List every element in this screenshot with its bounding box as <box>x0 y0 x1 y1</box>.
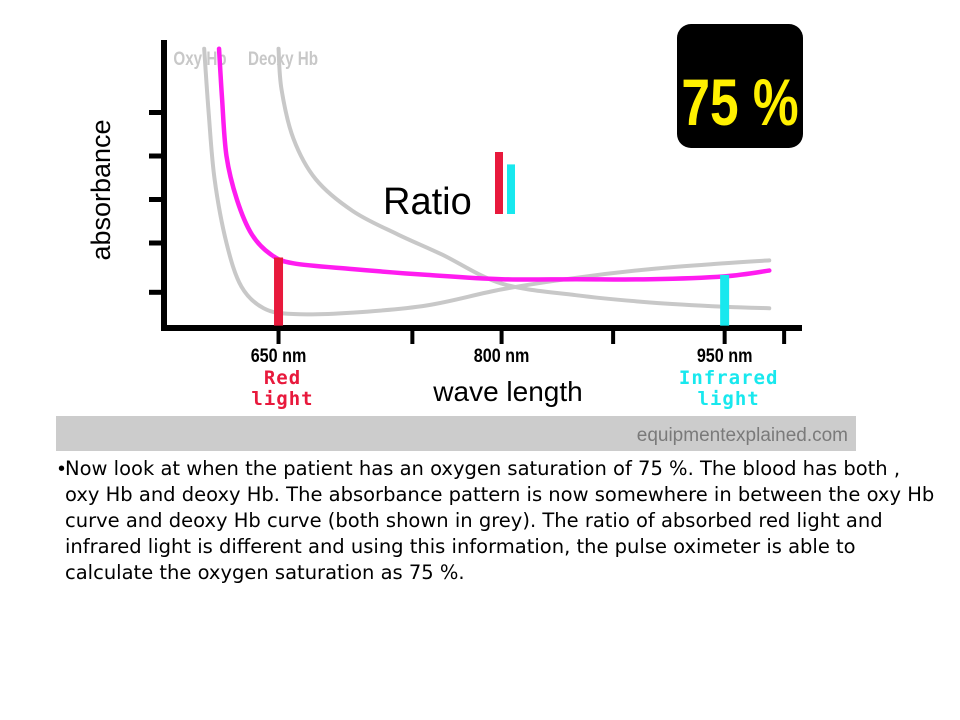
legend-oxy-hb: Oxy Hb <box>173 47 226 69</box>
x-sublabel-950-2: light <box>698 388 760 410</box>
oxy-hb-curve <box>202 46 772 317</box>
series-lines <box>202 46 772 317</box>
watermark-text: equipmentexplained.com <box>637 425 848 446</box>
x-tick-label-950: 950 nm <box>697 345 753 367</box>
saturation-badge <box>677 24 803 148</box>
wavelength-bars <box>274 257 730 326</box>
x-sublabel-650-1: Red <box>264 367 301 389</box>
slide-body: • Now look at when the patient has an ox… <box>58 456 938 586</box>
x-axis-label: wave length <box>432 376 582 407</box>
bullet-paragraph: Now look at when the patient has an oxyg… <box>65 457 935 584</box>
x-tick-label-800: 800 nm <box>474 345 530 367</box>
saturation-badge-text: 75 % <box>681 65 798 140</box>
watermark-band <box>56 416 856 451</box>
y-axis-ticks <box>149 110 164 295</box>
ratio-label: Ratio <box>383 181 472 223</box>
absorbance-chart: equipmentexplained.com 75 % absorbance 6… <box>56 24 856 451</box>
ratio-infrared-bar <box>507 164 515 214</box>
ratio-red-bar <box>495 152 503 214</box>
x-sublabel-950-1: Infrared <box>679 367 779 389</box>
legend-deoxy-hb: Deoxy Hb <box>248 47 318 69</box>
patient-75-curve <box>216 46 772 282</box>
bullet-item: • Now look at when the patient has an ox… <box>58 456 938 586</box>
x-tick-label-650: 650 nm <box>251 345 307 367</box>
bar-950nm <box>720 274 730 326</box>
y-axis-label: absorbance <box>86 119 116 260</box>
x-sublabel-650-2: light <box>251 388 313 410</box>
bullet-dot: • <box>58 458 66 480</box>
deoxy-hb-curve <box>276 46 772 311</box>
bar-650nm <box>274 257 284 326</box>
